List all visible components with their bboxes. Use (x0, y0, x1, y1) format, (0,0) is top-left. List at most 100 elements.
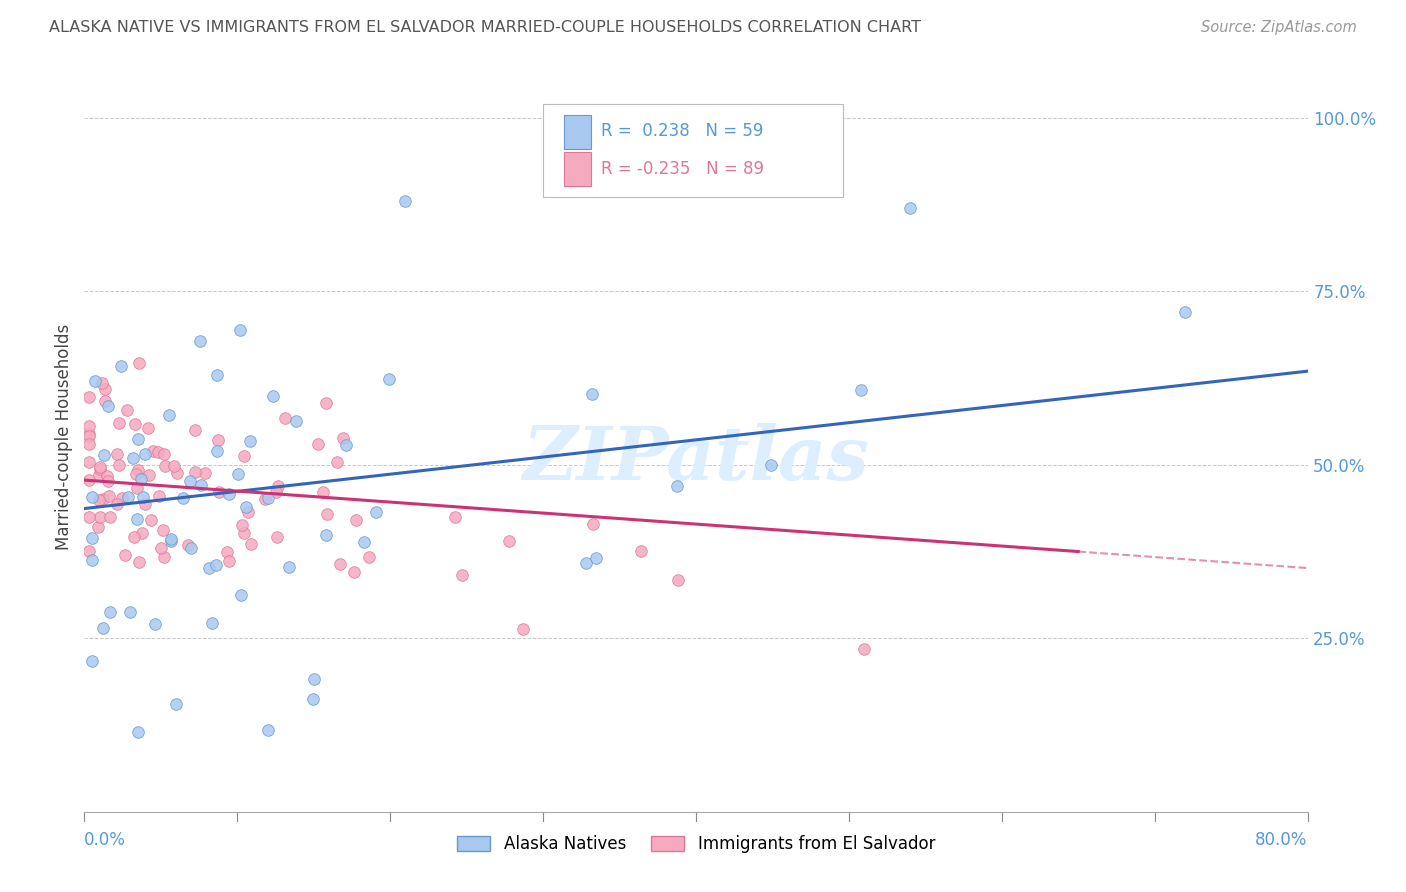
Point (207, 368, 229, 382)
Point (122, 530, 145, 544)
Point (110, 359, 132, 373)
Point (315, 528, 337, 542)
Point (89, 493, 111, 508)
Point (666, 479, 689, 493)
Point (153, 458, 176, 473)
Point (127, 512, 149, 526)
Point (77, 419, 100, 434)
Point (315, 396, 337, 410)
Point (93, 448, 115, 462)
Point (77, 509, 100, 524)
Point (120, 605, 142, 619)
Point (302, 672, 325, 686)
Point (184, 423, 207, 437)
Text: 80.0%: 80.0% (1256, 831, 1308, 849)
Point (91, 491, 114, 506)
Point (91, 621, 114, 635)
Point (131, 526, 153, 541)
Text: R = -0.235   N = 89: R = -0.235 N = 89 (600, 160, 763, 178)
FancyBboxPatch shape (564, 115, 591, 149)
Point (204, 558, 226, 573)
Point (183, 466, 205, 480)
FancyBboxPatch shape (564, 153, 591, 186)
Point (134, 498, 156, 512)
Point (77, 473, 100, 487)
Point (759, 458, 782, 472)
Point (262, 389, 284, 403)
Point (97, 474, 120, 488)
Point (148, 489, 170, 503)
Point (143, 616, 166, 631)
Point (266, 530, 288, 544)
Point (86, 519, 108, 533)
Point (153, 550, 176, 565)
Text: 0.0%: 0.0% (84, 831, 127, 849)
Point (157, 408, 180, 422)
Point (94, 382, 117, 396)
Point (128, 356, 150, 370)
Point (194, 467, 217, 481)
Point (127, 482, 149, 496)
Point (77, 437, 100, 451)
Point (205, 444, 228, 458)
Point (117, 403, 139, 417)
Point (89, 460, 111, 475)
Point (253, 491, 276, 506)
Point (307, 436, 329, 450)
Point (165, 697, 187, 711)
Point (585, 551, 607, 566)
Point (124, 467, 146, 481)
Point (105, 447, 128, 461)
Point (142, 443, 165, 458)
Point (117, 490, 139, 504)
Point (207, 433, 229, 447)
Point (231, 588, 253, 602)
Point (127, 725, 149, 739)
Point (105, 497, 128, 511)
Point (77, 544, 100, 558)
Point (274, 410, 297, 425)
Point (77, 429, 100, 443)
Point (344, 513, 367, 527)
Point (172, 491, 194, 506)
Point (575, 556, 598, 570)
Y-axis label: Married-couple Households: Married-couple Households (55, 324, 73, 550)
Point (231, 518, 253, 533)
Point (84, 374, 107, 388)
Point (326, 455, 349, 469)
Point (77, 455, 100, 469)
Point (207, 485, 229, 500)
Point (80, 654, 103, 668)
Point (316, 508, 339, 522)
Point (498, 533, 520, 548)
Point (146, 444, 169, 458)
Point (240, 537, 263, 551)
Point (134, 447, 156, 461)
Point (94, 394, 117, 409)
Point (335, 438, 357, 452)
Point (235, 500, 257, 515)
Point (90, 376, 112, 391)
Text: R =  0.238   N = 59: R = 0.238 N = 59 (600, 122, 763, 140)
Point (278, 560, 301, 574)
Point (266, 484, 288, 499)
Point (394, 194, 416, 209)
Point (77, 427, 100, 442)
Point (108, 458, 131, 472)
Point (1174, 305, 1197, 319)
Point (107, 416, 129, 430)
Point (228, 323, 250, 337)
Text: Source: ZipAtlas.com: Source: ZipAtlas.com (1201, 20, 1357, 35)
Point (80, 553, 103, 567)
Point (152, 446, 174, 460)
Point (136, 421, 159, 435)
Point (138, 468, 160, 483)
Text: ZIPatlas: ZIPatlas (523, 424, 869, 496)
Point (218, 486, 240, 500)
Point (630, 543, 652, 558)
Point (111, 491, 134, 505)
Point (129, 472, 152, 486)
Point (114, 548, 136, 562)
Point (127, 463, 149, 477)
Point (581, 387, 603, 401)
